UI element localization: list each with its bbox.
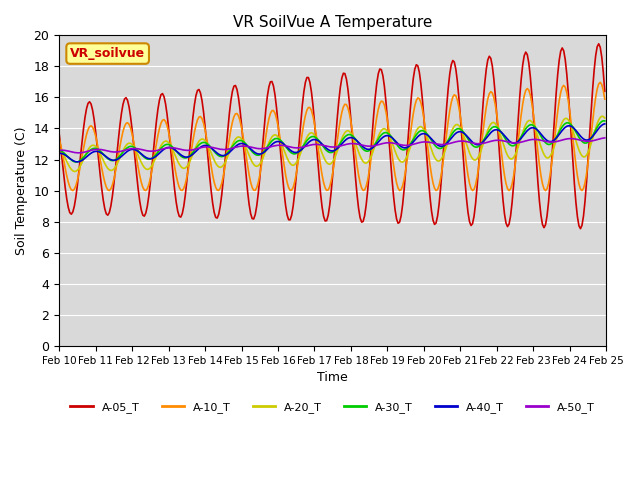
Text: VR_soilvue: VR_soilvue (70, 47, 145, 60)
Line: A-30_T: A-30_T (59, 121, 605, 162)
A-05_T (595, 41, 602, 47)
A-10_T (236, 118, 244, 124)
Title: VR SoilVue A Temperature: VR SoilVue A Temperature (233, 15, 433, 30)
A-30_T (572, 129, 580, 135)
Y-axis label: Soil Temperature (C): Soil Temperature (C) (15, 126, 28, 255)
A-20_T (220, 162, 227, 168)
A-30_T (124, 144, 131, 150)
Line: A-05_T: A-05_T (59, 44, 605, 228)
A-10_T (572, 162, 580, 168)
Line: A-50_T: A-50_T (59, 138, 605, 153)
A-50_T (220, 147, 227, 153)
A-10_T (122, 120, 130, 126)
A-20_T (124, 141, 131, 147)
A-40_T (247, 146, 255, 152)
A-40_T (601, 121, 609, 127)
Line: A-40_T: A-40_T (59, 124, 605, 162)
A-05_T (245, 202, 253, 207)
A-50_T (75, 150, 83, 156)
A-10_T (218, 180, 226, 186)
A-40_T (124, 148, 131, 154)
A-10_T (294, 162, 301, 168)
A-40_T (220, 153, 227, 158)
A-05_T (577, 226, 584, 231)
A-30_T (72, 159, 80, 165)
A-50_T (124, 146, 131, 152)
A-10_T (596, 79, 604, 85)
A-10_T (541, 188, 549, 193)
A-40_T (296, 148, 303, 154)
A-20_T (296, 154, 303, 160)
A-30_T (55, 147, 63, 153)
Line: A-10_T: A-10_T (59, 82, 605, 191)
A-05_T (294, 156, 301, 161)
Line: A-20_T: A-20_T (59, 116, 605, 171)
A-30_T (247, 147, 255, 153)
A-40_T (55, 150, 63, 156)
A-10_T (245, 172, 253, 178)
A-30_T (220, 154, 227, 159)
A-50_T (572, 136, 580, 142)
A-20_T (598, 113, 605, 119)
A-30_T (600, 118, 607, 124)
A-10_T (55, 135, 63, 141)
A-20_T (55, 145, 63, 151)
A-50_T (237, 143, 245, 149)
A-05_T (236, 107, 244, 112)
A-05_T (122, 95, 130, 100)
A-40_T (74, 159, 81, 165)
A-40_T (572, 128, 580, 133)
A-20_T (247, 156, 255, 162)
A-50_T (296, 145, 303, 151)
A-50_T (55, 147, 63, 153)
A-30_T (237, 138, 245, 144)
A-05_T (218, 192, 226, 197)
A-30_T (296, 148, 303, 154)
Legend: A-05_T, A-10_T, A-20_T, A-30_T, A-40_T, A-50_T: A-05_T, A-10_T, A-20_T, A-30_T, A-40_T, … (66, 398, 600, 418)
A-50_T (601, 135, 609, 141)
A-10_T (601, 96, 609, 102)
A-20_T (70, 168, 78, 174)
A-20_T (601, 115, 609, 121)
A-05_T (55, 131, 63, 136)
A-20_T (572, 138, 580, 144)
X-axis label: Time: Time (317, 371, 348, 384)
A-30_T (601, 118, 609, 124)
A-40_T (237, 141, 245, 146)
A-50_T (247, 144, 255, 150)
A-05_T (601, 88, 609, 94)
A-20_T (237, 136, 245, 142)
A-05_T (570, 180, 578, 186)
